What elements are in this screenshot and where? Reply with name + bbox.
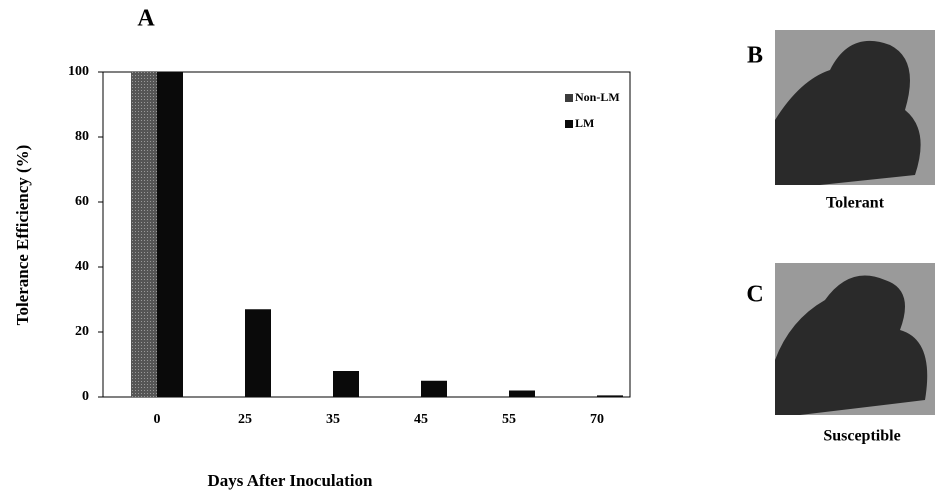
bar	[421, 380, 447, 397]
panel-letter: B	[747, 43, 763, 69]
bar	[245, 309, 271, 397]
x-tick-label: 35	[326, 412, 340, 427]
legend-swatch	[565, 94, 573, 102]
legend-label: Non-LM	[575, 90, 620, 104]
y-tick-label: 100	[68, 64, 89, 79]
x-tick-label: 25	[238, 412, 252, 427]
panel-caption: Tolerant	[826, 195, 885, 212]
legend-swatch	[565, 120, 573, 128]
legend-label: LM	[575, 116, 594, 130]
bar	[333, 371, 359, 397]
y-tick-label: 20	[75, 324, 89, 339]
plot-frame	[102, 71, 631, 398]
panel-letter: C	[746, 282, 763, 308]
x-tick-label: 45	[414, 412, 428, 427]
y-tick-label: 0	[82, 389, 89, 404]
x-axis-label: Days After Inoculation	[208, 471, 374, 490]
y-tick-label: 40	[75, 259, 89, 274]
x-tick-label: 70	[590, 412, 604, 427]
panel-caption: Susceptible	[823, 428, 900, 445]
x-tick-label: 0	[154, 412, 161, 427]
photo-shape	[775, 275, 928, 415]
y-axis-label: Tolerance Efficiency (%)	[13, 145, 32, 326]
x-tick-label: 55	[502, 412, 516, 427]
y-tick-label: 60	[75, 194, 89, 209]
panel-c: C Susceptible	[746, 263, 935, 445]
bar	[157, 72, 183, 397]
bar	[131, 72, 157, 397]
panel-label: A	[137, 6, 155, 32]
panel-b: B Tolerant	[747, 30, 935, 212]
y-tick-label: 80	[75, 129, 89, 144]
bar	[509, 390, 535, 397]
photo-shape	[775, 40, 921, 185]
bar	[597, 395, 623, 397]
